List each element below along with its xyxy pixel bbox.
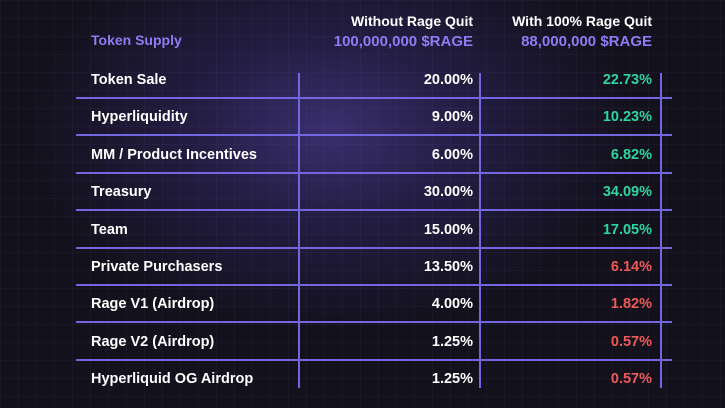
without-rage-quit-value: 13.50%	[423, 259, 473, 275]
table-row: Team 15.00% 17.05%	[0, 213, 725, 250]
with-rage-quit-value: 0.57%	[610, 371, 652, 388]
without-rage-quit-value: 4.00%	[431, 296, 473, 313]
row-divider	[76, 358, 672, 361]
column-divider	[298, 73, 300, 388]
table-row: Token Sale 20.00% 22.73%	[0, 63, 725, 100]
row-label: Hyperliquid OG Airdrop	[91, 371, 254, 388]
with-rage-quit-value: 0.57%	[610, 333, 652, 350]
row-label: Rage V2 (Airdrop)	[91, 333, 215, 350]
col2-supply: 88,000,000 $RAGE	[521, 33, 652, 50]
row-label: MM / Product Incentives	[91, 146, 257, 163]
with-rage-quit-value: 17.05%	[602, 221, 652, 238]
without-rage-quit-value: 20.00%	[423, 72, 473, 88]
table-row: Hyperliquidity 9.00% 10.23%	[0, 100, 725, 137]
with-rage-quit-value: 34.09%	[602, 184, 652, 201]
table-row: Rage V2 (Airdrop) 1.25% 0.57%	[0, 325, 725, 362]
row-label: Hyperliquidity	[91, 109, 188, 126]
row-label: Token Sale	[91, 72, 167, 88]
row-divider	[76, 284, 672, 286]
col1-supply: 100,000,000 $RAGE	[333, 33, 473, 50]
without-rage-quit-value: 30.00%	[423, 184, 473, 201]
row-label: Rage V1 (Airdrop)	[91, 296, 215, 313]
with-rage-quit-value: 10.23%	[602, 109, 652, 126]
row-label: Private Purchasers	[91, 259, 223, 275]
table-row: Treasury 30.00% 34.09%	[0, 175, 725, 212]
row-divider	[76, 209, 672, 212]
table-row: Hyperliquid OG Airdrop 1.25% 0.57%	[0, 362, 725, 399]
without-rage-quit-value: 1.25%	[431, 333, 473, 350]
without-rage-quit-value: 1.25%	[431, 371, 473, 388]
col2-title: With 100% Rage Quit	[512, 13, 652, 29]
without-rage-quit-value: 9.00%	[431, 109, 473, 126]
col1-title: Without Rage Quit	[351, 13, 473, 29]
column-divider	[479, 73, 481, 388]
without-rage-quit-value: 15.00%	[423, 221, 473, 238]
table-row: MM / Product Incentives 6.00% 6.82%	[0, 138, 725, 175]
token-supply-label: Token Supply	[91, 32, 182, 48]
row-divider	[76, 134, 672, 137]
row-label: Team	[91, 221, 128, 238]
with-rage-quit-value: 22.73%	[602, 72, 652, 88]
row-divider	[76, 97, 672, 99]
without-rage-quit-value: 6.00%	[431, 146, 473, 163]
column-divider	[660, 73, 662, 388]
with-rage-quit-value: 6.14%	[610, 259, 652, 275]
row-divider	[76, 171, 672, 174]
with-rage-quit-value: 1.82%	[610, 296, 652, 313]
row-divider	[76, 246, 672, 249]
table-row: Rage V1 (Airdrop) 4.00% 1.82%	[0, 287, 725, 324]
with-rage-quit-value: 6.82%	[610, 146, 652, 163]
table-row: Private Purchasers 13.50% 6.14%	[0, 250, 725, 287]
row-divider	[76, 321, 672, 324]
row-label: Treasury	[91, 184, 152, 201]
